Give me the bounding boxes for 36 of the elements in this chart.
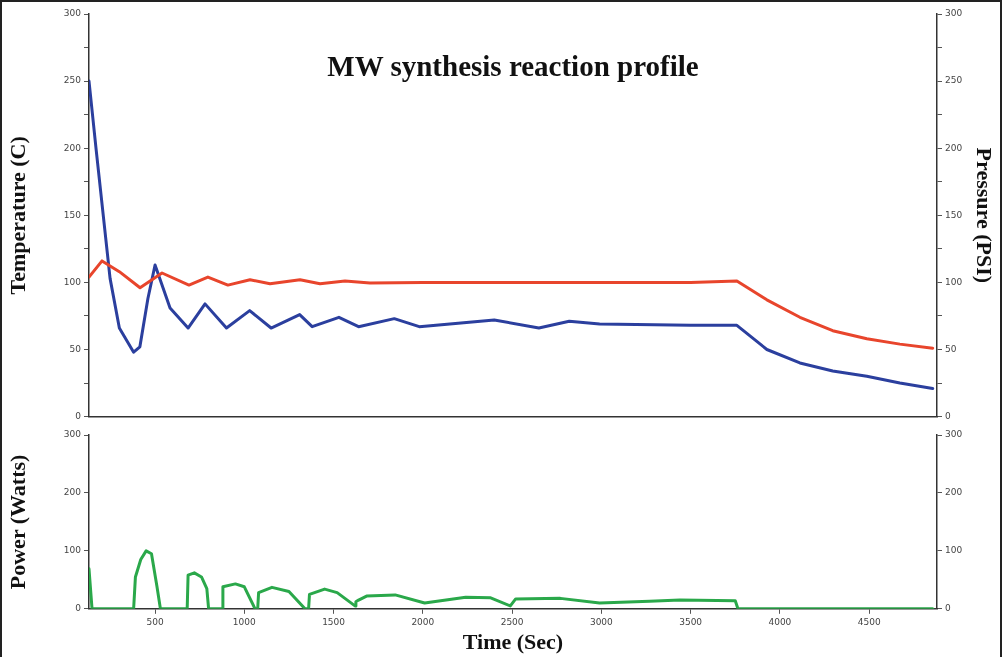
y2-tick-label: 300 (945, 429, 963, 440)
y2-tick-label: 250 (945, 75, 963, 86)
x-tick-label: 1000 (232, 616, 257, 627)
x-tick-label: 4500 (857, 616, 881, 627)
y-tick-label: 200 (63, 142, 82, 153)
x-tick-label: 2500 (500, 616, 524, 627)
y-tick-label: 50 (69, 343, 82, 354)
y-tick-label: 300 (63, 8, 82, 19)
x-axis-title: Time (Sec) (462, 629, 564, 655)
x-tick-label: 2000 (411, 616, 435, 627)
y2-tick-label: 100 (945, 276, 963, 287)
y-tick-label: 150 (63, 209, 82, 220)
x-tick-label: 4000 (768, 616, 792, 627)
y2-tick-label: 50 (945, 343, 957, 354)
y-tick-label: 200 (63, 487, 82, 498)
y-tick-label: 0 (75, 603, 82, 614)
y2-tick-label: 150 (945, 209, 963, 220)
y2-tick-label: 300 (945, 8, 963, 19)
x-tick-label: 3500 (679, 616, 703, 627)
y2-tick-label: 0 (945, 603, 951, 614)
y-tick-label: 300 (63, 429, 82, 440)
x-tick-label: 3000 (589, 616, 614, 627)
y2-tick-label: 100 (945, 545, 963, 556)
y-tick-label: 250 (63, 75, 82, 86)
x-tick-label: 500 (146, 616, 164, 627)
y-axis-title: Temperature (C) (4, 136, 30, 295)
y2-tick-label: 200 (945, 142, 963, 153)
x-tick-label: 1500 (322, 616, 346, 627)
y2-axis-title: Pressure (PSI) (972, 147, 998, 284)
y-tick-label: 100 (63, 276, 82, 287)
y-axis-title: Power (Watts) (4, 454, 30, 590)
y-tick-label: 0 (75, 410, 82, 421)
y-tick-label: 100 (63, 545, 82, 556)
y2-tick-label: 0 (945, 410, 951, 421)
text: MW synthesis reaction profile (327, 50, 699, 83)
y2-tick-label: 200 (945, 487, 963, 498)
